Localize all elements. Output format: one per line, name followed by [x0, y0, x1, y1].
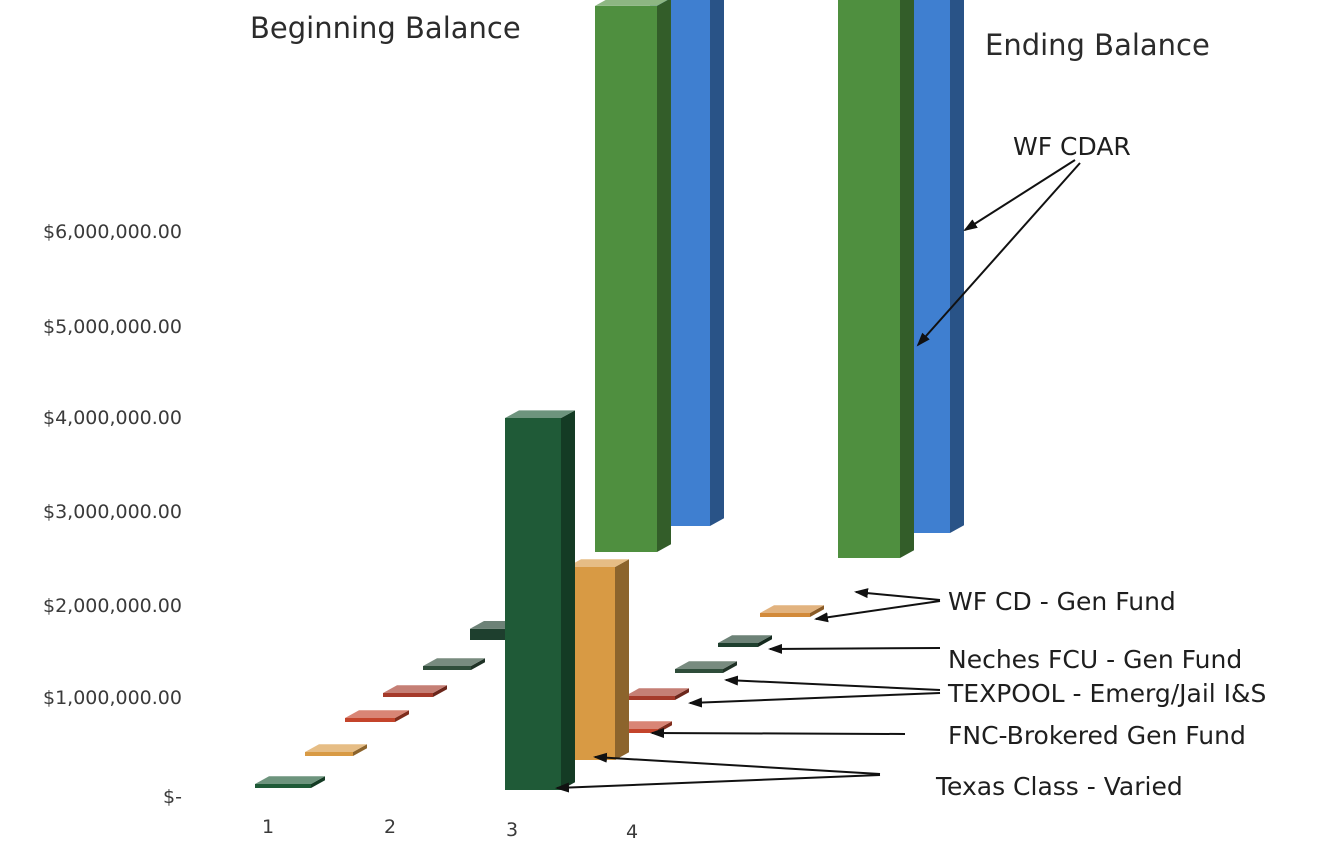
x-tick-label: 4: [626, 821, 638, 843]
bar-ending-3-side: [675, 688, 689, 700]
bar-ending-4-side: [723, 661, 737, 673]
bar-beginning-3-top: [383, 685, 447, 693]
bar-ending-7-front: [838, 0, 900, 558]
ending-balance-title: Ending Balance: [985, 28, 1210, 62]
bar-ending-5-top: [718, 635, 772, 643]
callout-wf-cdar: WF CDAR: [1013, 132, 1131, 161]
bar-beginning-0-front: [255, 784, 311, 788]
bar-beginning-7-side: [657, 0, 671, 552]
bar-beginning-0-top: [255, 776, 325, 784]
bar-beginning-2-front: [345, 718, 395, 722]
arrow-wf-cd-1: [854, 588, 941, 601]
arrow-fnc: [650, 728, 906, 739]
bar-beginning-3-front: [383, 693, 433, 697]
x-tick-label: 2: [384, 816, 396, 838]
callout-arrows: [555, 159, 1081, 793]
callout-texas-class: Texas Class - Varied: [935, 772, 1183, 801]
y-tick-label: $3,000,000.00: [43, 501, 182, 523]
bar-ending-0-side: [561, 410, 575, 790]
y-tick-label: $4,000,000.00: [43, 407, 182, 429]
bar-beginning-5-front: [470, 628, 510, 640]
bar-ending-0-top: [505, 410, 575, 419]
y-tick-label: $-: [163, 786, 182, 808]
bar-ending-5-side: [758, 635, 772, 647]
callout-texpool: TEXPOOL - Emerg/Jail I&S: [947, 679, 1266, 708]
bar-ending-4-top: [675, 661, 737, 669]
callout-wf-cd: WF CD - Gen Fund: [948, 587, 1176, 616]
bar-ending-1-front: [567, 566, 615, 760]
bar-beginning-8-side: [710, 0, 724, 526]
x-tick-label: 1: [262, 816, 274, 838]
arrow-wf-cdar-1: [963, 159, 1076, 232]
x-tick-label: 3: [506, 819, 518, 841]
y-tick-label: $1,000,000.00: [43, 687, 182, 709]
beginning-balance-title: Beginning Balance: [250, 11, 521, 45]
bar-beginning-4-front: [423, 666, 471, 670]
bar-beginning-1-side: [353, 744, 367, 756]
bar-ending-1-side: [615, 559, 629, 760]
callout-fnc: FNC-Brokered Gen Fund: [948, 721, 1246, 750]
bar-beginning-1-top: [305, 744, 367, 752]
bar-ending-3-front: [625, 696, 675, 700]
bar-ending-4-front: [675, 669, 723, 673]
bar-beginning-4-top: [423, 658, 485, 666]
bar-beginning-2-side: [395, 710, 409, 722]
arrow-texpool-1: [724, 675, 941, 691]
bar-ending-8-side: [950, 0, 964, 533]
y-tick-label: $5,000,000.00: [43, 316, 182, 338]
callouts: WF CDAR WF CD - Gen Fund Neches FCU - Ge…: [935, 132, 1266, 801]
bar-beginning-3-side: [433, 685, 447, 697]
callout-neches: Neches FCU - Gen Fund: [948, 645, 1242, 674]
bar-ending-3-top: [625, 688, 689, 696]
bar-beginning-1-front: [305, 752, 353, 756]
bar-ending-6-top: [760, 605, 824, 613]
bars-layer: [255, 0, 964, 790]
bar-ending-6-side: [810, 605, 824, 617]
y-axis-ticks: $- $1,000,000.00 $2,000,000.00 $3,000,00…: [43, 221, 182, 808]
y-tick-label: $2,000,000.00: [43, 595, 182, 617]
arrow-wf-cd-2: [814, 600, 941, 623]
bar-ending-0-front: [505, 418, 561, 790]
arrow-texpool-2: [688, 692, 941, 708]
arrow-texas-class-2: [555, 774, 881, 793]
bar-beginning-2-top: [345, 710, 409, 718]
bar-ending-6-front: [760, 613, 810, 617]
bar-ending-5-front: [718, 643, 758, 647]
bar-beginning-7-front: [595, 5, 657, 553]
bar-ending-1-top: [567, 559, 629, 567]
arrow-wf-cdar-2: [916, 162, 1081, 347]
bar-ending-7-side: [900, 0, 914, 558]
x-axis-ticks: 1 2 3 4: [262, 816, 638, 843]
bar-beginning-4-side: [471, 658, 485, 670]
bar-beginning-0-side: [311, 776, 325, 788]
y-tick-label: $6,000,000.00: [43, 221, 182, 243]
arrow-texas-class-1: [593, 752, 881, 775]
arrow-neches: [768, 643, 941, 654]
bar-beginning-7-top: [595, 0, 668, 6]
